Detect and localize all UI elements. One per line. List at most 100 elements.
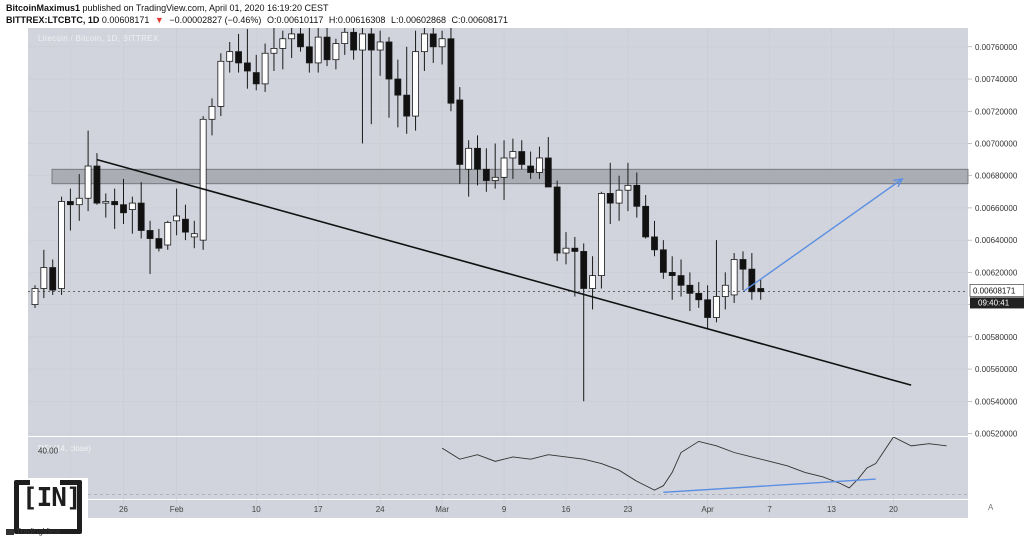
candle-down	[677, 275, 685, 286]
candle-up	[376, 41, 384, 51]
candle-down	[350, 31, 358, 51]
candle-down	[659, 249, 667, 273]
tradingview-icon	[6, 528, 14, 535]
candle-up	[713, 296, 720, 318]
candle-down	[243, 62, 251, 72]
descending-trendline	[96, 158, 912, 386]
candle-up	[199, 118, 207, 241]
candle-up	[75, 197, 83, 206]
candle-down	[748, 268, 756, 293]
rsi-panel[interactable]	[28, 437, 968, 499]
candle-up	[217, 60, 225, 107]
candle-down	[580, 251, 588, 289]
price-axis[interactable]	[968, 28, 1024, 518]
tradingview-text: TradingView	[16, 527, 61, 536]
x-tick-label: 10	[252, 505, 261, 514]
time-axis[interactable]	[28, 500, 968, 518]
logo-text: [IN]	[22, 483, 82, 513]
y-tick-label: 0.00760000	[975, 43, 1018, 52]
candle-up	[465, 147, 473, 170]
candle-down	[527, 165, 534, 173]
candle-up	[598, 193, 605, 277]
candle-up	[279, 38, 287, 49]
candle-down	[182, 218, 189, 233]
candle-up	[226, 51, 234, 62]
candle-down	[668, 271, 676, 277]
x-tick-label: 17	[314, 505, 323, 514]
candle-up	[412, 51, 419, 117]
candle-up	[40, 267, 48, 289]
candle-up	[730, 259, 738, 296]
candle-down	[297, 33, 304, 48]
current-price-box	[969, 284, 1024, 297]
candle-down	[456, 99, 464, 165]
x-tick-label: 23	[623, 505, 632, 514]
high-value: H:0.00616308	[328, 15, 386, 25]
projection-arrow-head	[893, 177, 904, 188]
candle-down	[606, 193, 614, 204]
candle-down	[757, 288, 765, 293]
y-tick-label: 0.00700000	[975, 139, 1018, 148]
candle-up	[58, 201, 65, 289]
rsi-tick-label: 40.00	[38, 446, 59, 455]
candle-up	[500, 157, 508, 178]
candle-up	[173, 215, 181, 222]
candle-down	[403, 94, 411, 117]
y-tick-label: 0.00620000	[975, 268, 1018, 277]
candle-down	[67, 201, 74, 206]
candle-up	[288, 33, 296, 40]
candle-up	[562, 247, 570, 254]
y-tick-label: 0.00520000	[975, 430, 1018, 439]
candle-up	[721, 284, 729, 297]
candle-up	[84, 165, 92, 199]
candle-up	[164, 222, 172, 246]
publish-info: published on TradingView.com, April 01, …	[80, 3, 329, 13]
candle-down	[482, 168, 490, 181]
rsi-group	[28, 437, 968, 495]
candle-up	[314, 36, 322, 64]
candle-down	[252, 72, 260, 85]
candles	[31, 28, 765, 402]
low-value: L:0.00602868	[390, 15, 446, 25]
candle-down	[704, 299, 711, 318]
candle-down	[544, 157, 552, 188]
auto-scale-button[interactable]: A	[988, 503, 994, 512]
open-value: O:0.00610117	[266, 15, 324, 25]
x-tick-label: Apr	[701, 505, 714, 514]
price-change: −0.00002827 (−0.46%)	[169, 15, 262, 25]
candle-down	[695, 292, 703, 301]
x-tick-label: 26	[119, 505, 128, 514]
candle-down	[571, 247, 579, 252]
beincrypto-logo: [IN]	[8, 478, 88, 534]
candle-down	[686, 284, 694, 294]
candle-down	[146, 230, 154, 239]
candle-down	[518, 151, 526, 165]
candle-down	[323, 36, 331, 61]
grid	[28, 28, 968, 518]
y-tick-label: 0.00640000	[975, 236, 1018, 245]
y-tick-label: 0.00580000	[975, 333, 1018, 342]
y-tick-label: 0.00540000	[975, 397, 1018, 406]
y-tick-label: 0.00720000	[975, 107, 1018, 116]
candle-up	[270, 48, 278, 54]
symbol-line: BITTREX:LTCBTC, 1D 0.00608171 ▼ −0.00002…	[6, 14, 511, 26]
projection-arrow	[742, 178, 903, 293]
x-tick-label: 9	[502, 505, 507, 514]
x-tick-label: 24	[376, 505, 385, 514]
candle-down	[305, 46, 313, 64]
tradingview-mark: TradingView	[6, 527, 60, 536]
current-price-label: 0.00608171	[973, 286, 1016, 295]
down-arrow-icon: ▼	[154, 15, 164, 25]
x-tick-label: 20	[889, 505, 898, 514]
candle-down	[553, 186, 561, 254]
rsi-label: RSI (14, close)	[38, 444, 91, 453]
x-tick-labels: 2026Feb101724Mar91623Apr71320	[66, 505, 898, 514]
candle-down	[642, 205, 650, 238]
countdown-box	[970, 297, 1024, 309]
author-name[interactable]: BitcoinMaximus1	[6, 3, 81, 13]
x-tick-label: 16	[562, 505, 571, 514]
candle-up	[261, 52, 269, 85]
candle-up	[491, 176, 499, 181]
x-tick-label: Mar	[435, 505, 449, 514]
